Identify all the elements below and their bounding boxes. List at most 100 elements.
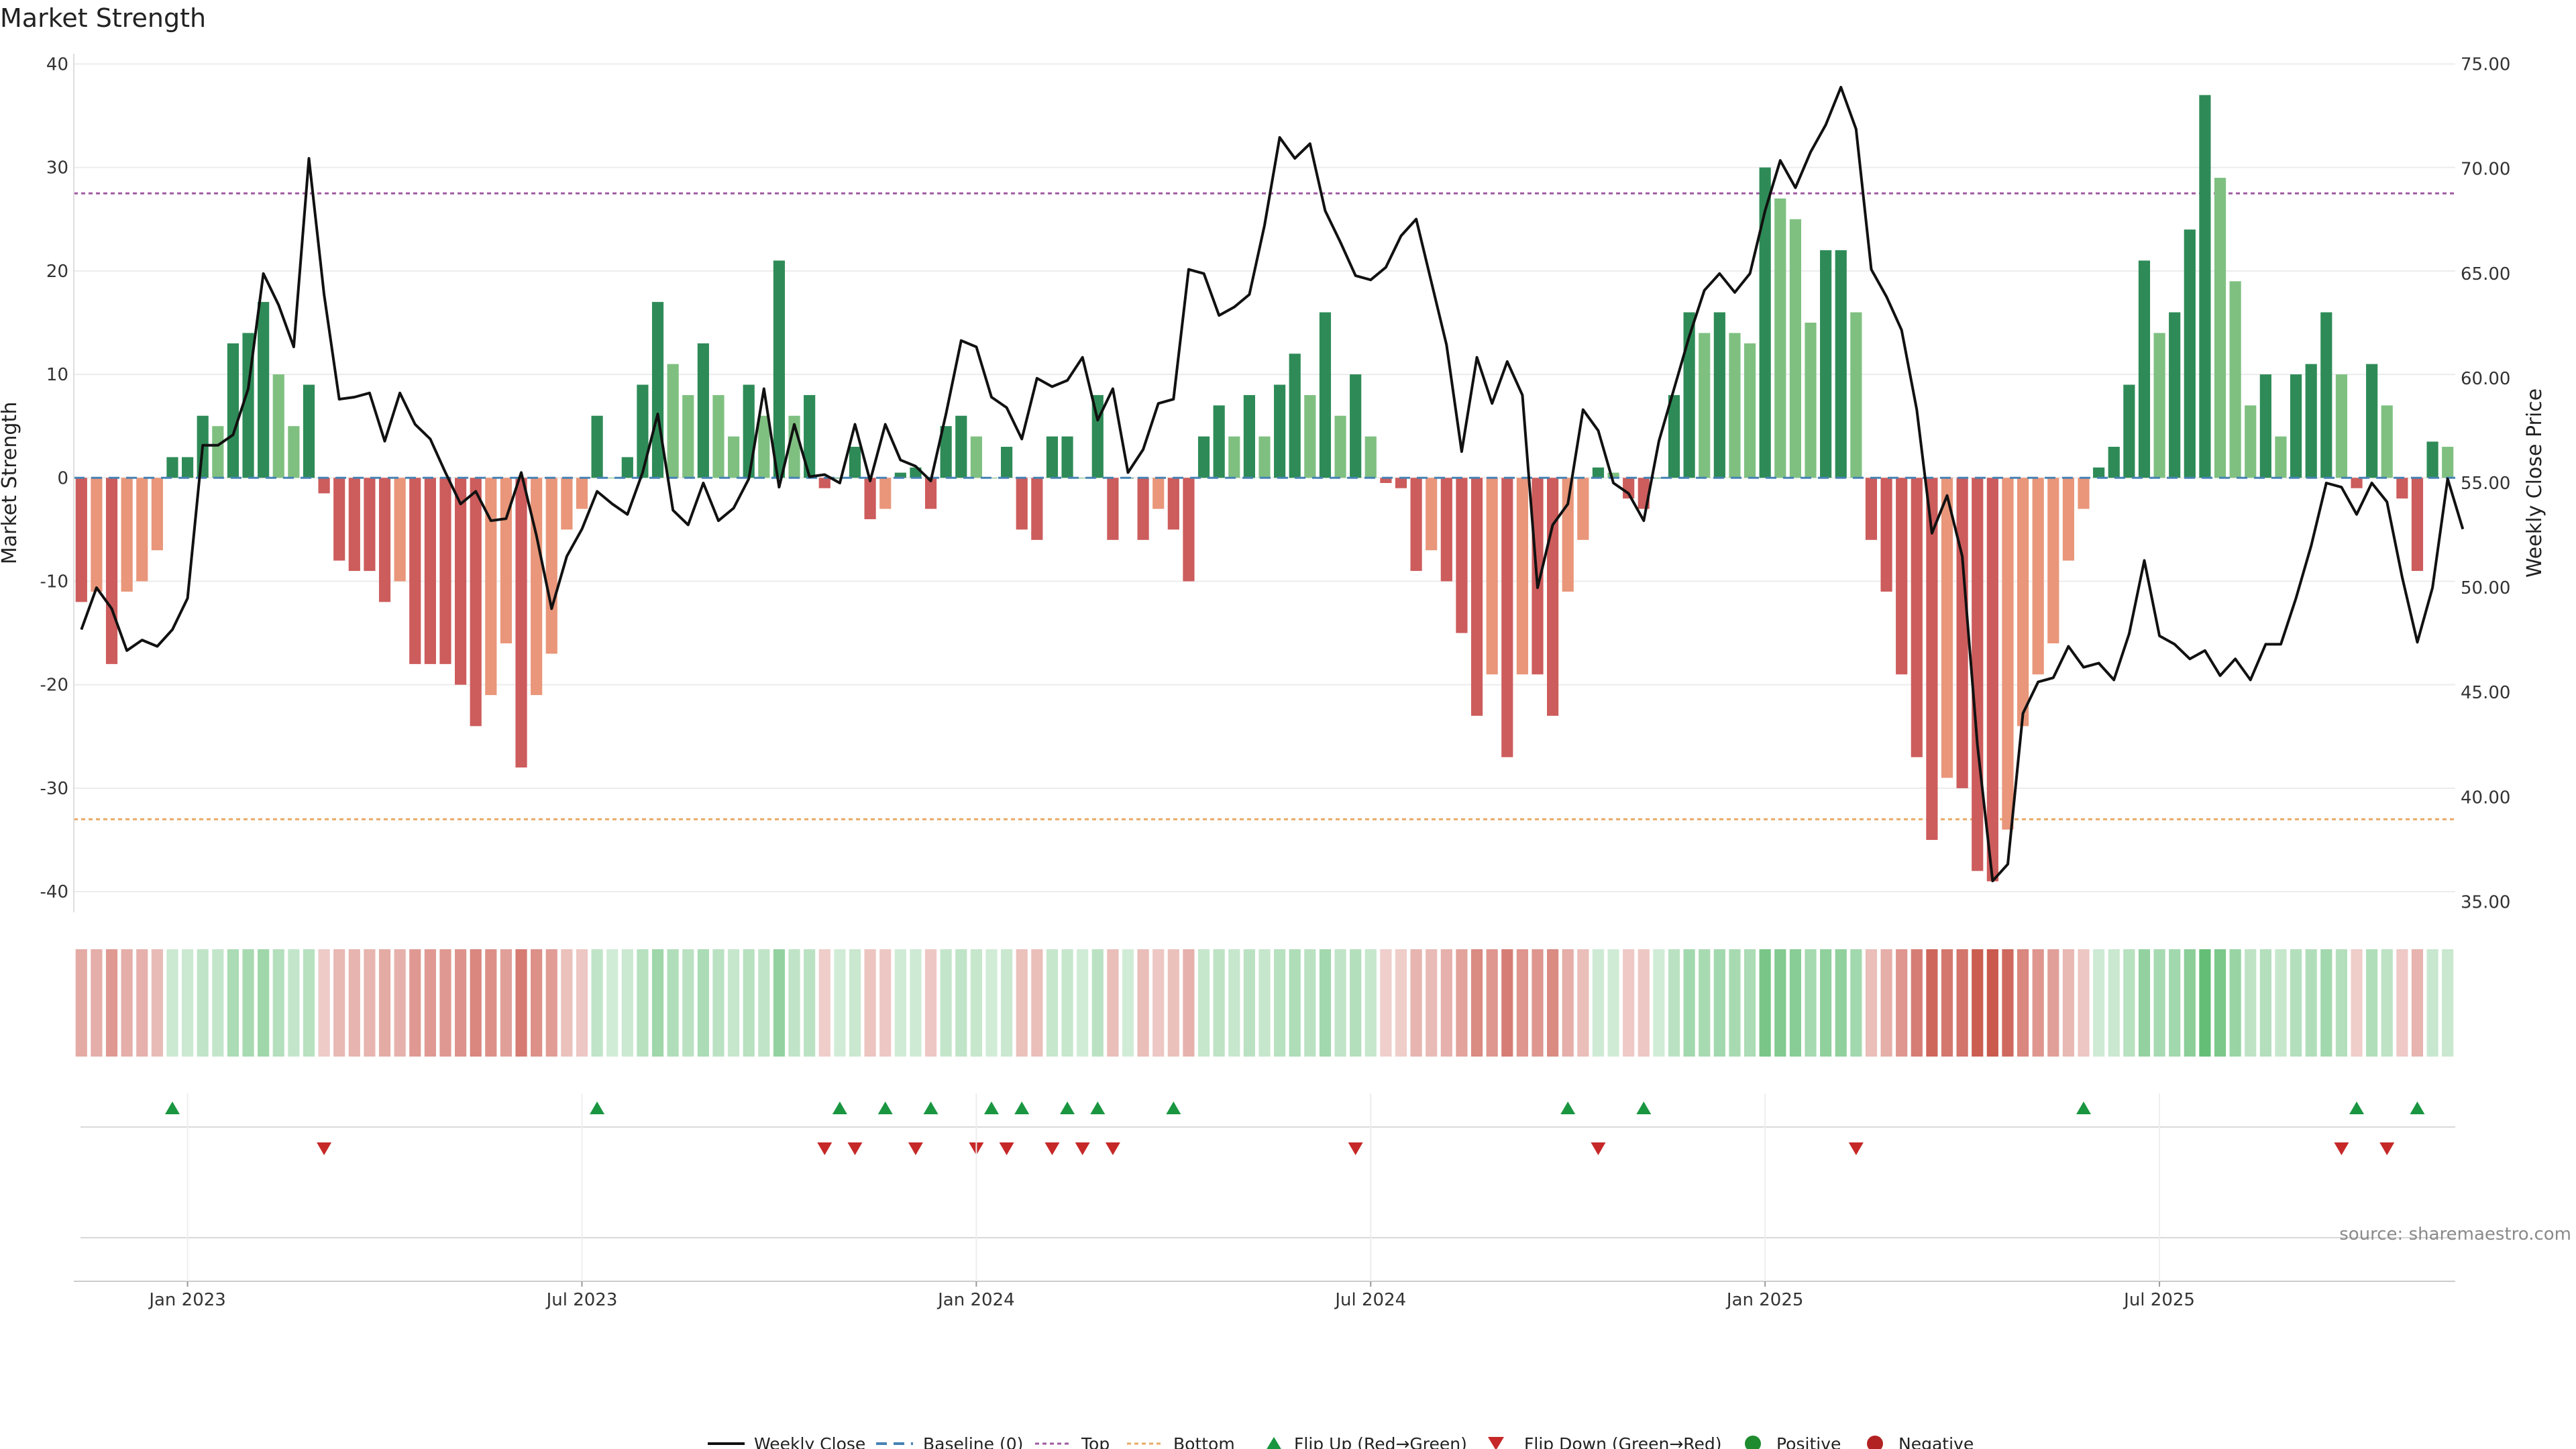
flip-markers (164, 1102, 2425, 1155)
heat-cell (227, 949, 239, 1057)
legend-top: Top (1081, 1434, 1110, 1449)
strength-bar (227, 343, 239, 478)
strength-bar (1061, 436, 1073, 478)
strength-bar (2184, 229, 2196, 478)
strength-bar (409, 478, 421, 664)
strength-bar (2108, 447, 2120, 478)
strength-bar (1820, 250, 1832, 478)
heat-cell (1668, 949, 1680, 1057)
y-tick-label: 40 (46, 54, 68, 74)
strength-bar (2123, 384, 2135, 478)
x-tick-label: Jan 2025 (1725, 1290, 1804, 1310)
heat-cell (955, 949, 967, 1057)
heat-cell (1516, 949, 1528, 1057)
heat-cell (1167, 949, 1179, 1057)
strength-bar (424, 478, 436, 664)
heat-cell (1759, 949, 1771, 1057)
heat-cell (818, 949, 830, 1057)
flip-up-marker (923, 1102, 938, 1114)
flip-down-marker (1105, 1142, 1120, 1155)
heat-cell (2290, 949, 2302, 1057)
heat-cell (378, 949, 391, 1057)
strength-bar (1683, 312, 1695, 478)
source-credit: source: sharemaestro.com (2339, 1224, 2571, 1244)
strength-bar (667, 364, 679, 478)
legend-positive: Positive (1776, 1434, 1841, 1449)
strength-bar (531, 478, 543, 696)
left-axis-label: Market Strength (0, 402, 21, 564)
heat-cell (1789, 949, 1801, 1057)
legend-negative-dot (1867, 1436, 1883, 1449)
heat-cell (1395, 949, 1407, 1057)
strength-bar (1926, 478, 1938, 841)
flip-up-marker (590, 1102, 605, 1114)
heat-cell (1501, 949, 1513, 1057)
strength-bar (1137, 478, 1149, 540)
strength-bar (2396, 478, 2408, 499)
strength-bar (2199, 95, 2211, 478)
strength-bar (2245, 405, 2257, 478)
heat-cell (682, 949, 694, 1057)
strength-bar (1107, 478, 1119, 540)
heat-cell (91, 949, 103, 1057)
heat-cell (2442, 949, 2454, 1057)
strength-bar (1850, 312, 1862, 478)
strength-bar (1258, 436, 1271, 478)
heat-cell (1410, 949, 1422, 1057)
heat-cell (2245, 949, 2257, 1057)
strength-bar (378, 478, 391, 602)
strength-bar (1304, 394, 1316, 478)
heat-cell (1774, 949, 1786, 1057)
heat-cell (1941, 949, 1953, 1057)
strength-bar (1243, 394, 1255, 478)
heat-cell (2123, 949, 2135, 1057)
strength-bar (470, 478, 482, 727)
strength-bar (1759, 167, 1771, 478)
strength-bar (1774, 198, 1786, 478)
heat-cell (151, 949, 163, 1057)
strength-bar (743, 384, 755, 478)
heat-cell (500, 949, 513, 1057)
strength-bar (1197, 436, 1210, 478)
strength-bar (773, 260, 786, 478)
lower-panel (74, 1093, 2455, 1282)
strength-bar (1395, 478, 1407, 488)
y-tick-label: 20 (46, 262, 68, 282)
strength-bar (2366, 364, 2378, 478)
heat-cell (1380, 949, 1392, 1057)
heat-cell (2017, 949, 2029, 1057)
strength-bar (91, 478, 103, 592)
heat-cell (1364, 949, 1377, 1057)
strength-bar (2442, 447, 2454, 478)
heat-cell (394, 949, 406, 1057)
heat-cell (2199, 949, 2211, 1057)
heat-cell (288, 949, 300, 1057)
strength-bar (333, 478, 345, 561)
heat-cell (849, 949, 861, 1057)
heat-cell (1137, 949, 1149, 1057)
strength-bar (1228, 436, 1240, 478)
strength-bar (561, 478, 573, 530)
heat-cell (712, 949, 724, 1057)
weekly-close-line (80, 86, 2465, 883)
heat-cell (940, 949, 952, 1057)
x-tick-label: Jan 2023 (148, 1290, 226, 1310)
heat-cell (1486, 949, 1498, 1057)
heat-cell (2275, 949, 2287, 1057)
strength-bar (2047, 478, 2059, 644)
heat-cell (1896, 949, 1908, 1057)
flip-down-marker (2379, 1142, 2395, 1155)
y-tick-label: -40 (40, 882, 68, 902)
heat-cell (75, 949, 87, 1057)
strength-bar (1972, 478, 1984, 871)
strength-bar (2426, 441, 2438, 478)
strength-bar (1001, 447, 1013, 478)
strength-bar (2275, 436, 2287, 478)
strength-bar (2153, 333, 2165, 478)
strength-bar (1016, 478, 1028, 530)
strength-bar (1274, 384, 1286, 478)
heat-cell (1972, 949, 1984, 1057)
heat-cell (1653, 949, 1665, 1057)
heat-cell (1562, 949, 1574, 1057)
strength-bar (804, 394, 816, 478)
